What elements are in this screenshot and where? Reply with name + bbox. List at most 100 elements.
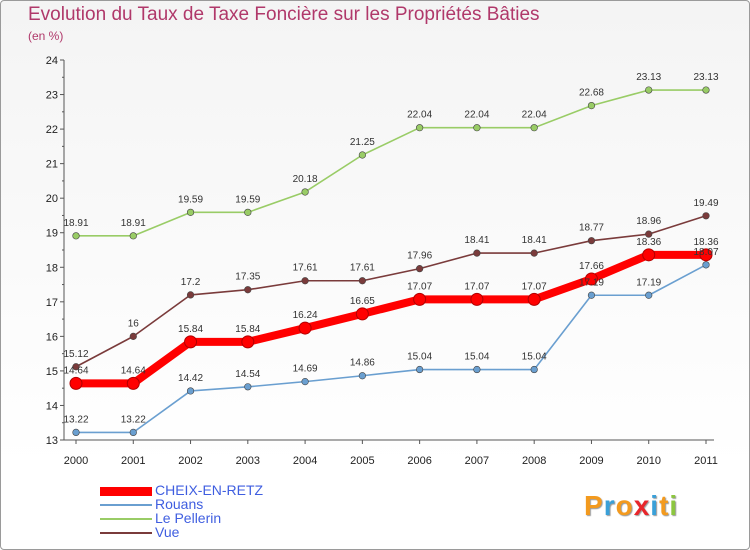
data-label: 13.22	[121, 414, 146, 425]
x-tick-label: 2007	[465, 455, 489, 467]
x-tick-label: 2010	[636, 455, 660, 467]
data-label: 18.77	[579, 223, 604, 234]
series-line-cheix-en-retz	[72, 250, 710, 388]
data-label: 20.18	[293, 174, 318, 185]
data-label: 17.07	[522, 281, 547, 292]
data-label: 17.19	[579, 277, 604, 288]
legend-swatch	[100, 486, 152, 496]
chart-subtitle: (en %)	[28, 29, 64, 43]
x-tick-label: 2000	[64, 455, 88, 467]
data-label: 18.36	[636, 237, 661, 248]
data-point	[72, 363, 80, 371]
y-tick-label: 19	[46, 228, 58, 240]
data-label: 23.13	[636, 72, 661, 83]
legend-swatch	[100, 532, 152, 534]
data-label: 17.19	[636, 277, 661, 288]
data-label: 16	[128, 318, 140, 329]
data-point	[645, 291, 653, 299]
y-tick-label: 21	[46, 159, 58, 171]
data-point	[473, 249, 481, 257]
data-point	[244, 208, 252, 216]
data-point	[530, 365, 538, 374]
data-point	[530, 124, 538, 132]
legend-label: Le Pellerin	[155, 510, 222, 526]
data-point	[355, 307, 369, 321]
data-point	[244, 383, 252, 391]
data-label: 13.22	[63, 414, 88, 425]
data-label: 17.35	[235, 272, 260, 283]
data-point	[702, 86, 710, 94]
data-label: 18.07	[693, 247, 718, 258]
x-tick-label: 2003	[236, 455, 260, 467]
x-tick-label: 2002	[178, 455, 202, 467]
y-tick-label: 23	[46, 90, 58, 102]
series-line-le-pellerin	[75, 89, 707, 237]
data-point	[416, 265, 424, 273]
data-point	[186, 387, 195, 395]
data-label: 17.96	[407, 251, 432, 262]
y-tick-label: 24	[46, 55, 58, 67]
data-point	[699, 248, 713, 262]
data-label: 17.2	[181, 277, 201, 288]
chart-title: Evolution du Taux de Taxe Foncière sur l…	[28, 4, 540, 25]
x-tick-label: 2011	[694, 455, 718, 467]
data-label: 14.86	[350, 358, 375, 369]
data-point	[702, 212, 710, 220]
data-label: 17.66	[579, 261, 604, 272]
data-label: 16.65	[350, 296, 375, 307]
data-point	[129, 232, 137, 240]
data-point	[358, 372, 366, 380]
logo-letter: P	[584, 490, 604, 521]
data-label: 15.04	[522, 352, 547, 363]
data-point	[244, 286, 252, 294]
x-tick-label: 2001	[121, 455, 145, 467]
data-point	[298, 321, 312, 335]
series-line-vue	[75, 215, 707, 368]
data-label: 14.54	[235, 369, 260, 380]
proxiti-logo: Proxiti	[584, 490, 678, 522]
data-point	[301, 188, 309, 196]
logo-letter: i	[650, 490, 660, 521]
x-tick-label: 2005	[350, 455, 374, 467]
data-label: 14.42	[178, 373, 203, 384]
legend-label: Rouans	[155, 496, 204, 512]
data-label: 15.12	[63, 349, 88, 360]
data-label: 18.36	[693, 237, 718, 248]
data-label: 23.13	[693, 72, 718, 83]
data-point	[186, 208, 195, 216]
data-label: 19.49	[693, 198, 718, 209]
y-tick-label: 22	[46, 124, 58, 136]
y-tick-label: 18	[46, 262, 58, 274]
data-point	[129, 428, 137, 437]
x-tick-label: 2004	[293, 455, 317, 467]
data-label: 18.41	[522, 235, 547, 246]
data-label: 19.59	[178, 194, 203, 205]
data-point	[72, 232, 80, 240]
logo-letter: x	[633, 490, 651, 521]
data-label: 18.96	[636, 216, 661, 227]
data-point	[416, 365, 424, 374]
data-point	[645, 86, 653, 94]
data-point	[530, 249, 538, 257]
data-label: 22.04	[407, 110, 432, 121]
data-label: 14.64	[63, 365, 88, 376]
y-tick-label: 15	[46, 366, 58, 378]
data-point	[587, 237, 596, 245]
x-tick-label: 2006	[407, 455, 431, 467]
data-point	[69, 376, 83, 390]
data-point	[584, 272, 598, 286]
logo-letter: o	[615, 490, 634, 521]
series-line-rouans	[75, 264, 707, 434]
data-label: 14.64	[121, 365, 146, 376]
legend-label: Vue	[155, 524, 180, 540]
logo-letter: t	[659, 490, 670, 521]
data-point	[301, 378, 309, 386]
data-point	[527, 292, 541, 306]
y-tick-label: 13	[46, 435, 58, 447]
data-point	[301, 277, 309, 285]
legend-swatch	[100, 518, 152, 520]
legend-swatch	[100, 504, 152, 506]
data-label: 15.84	[235, 324, 260, 335]
data-point	[702, 261, 710, 269]
data-point	[184, 335, 198, 349]
